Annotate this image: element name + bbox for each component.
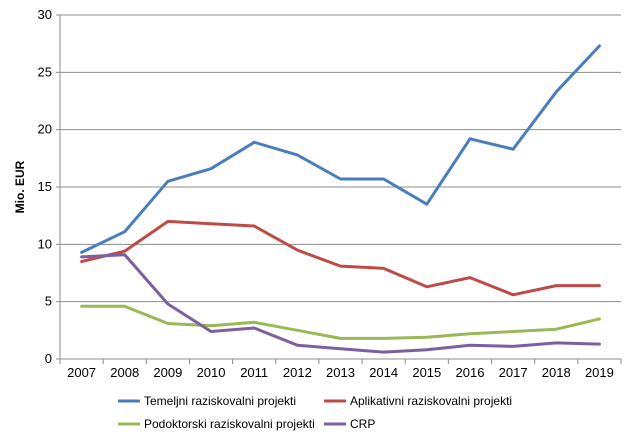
y-tick-label: 30 — [38, 7, 52, 22]
y-axis-title: Mio. EUR — [13, 160, 27, 213]
series-line-3 — [80, 304, 601, 340]
x-tick-label: 2008 — [110, 365, 139, 380]
y-tick-label: 5 — [45, 294, 52, 309]
y-tick-label: 0 — [45, 351, 52, 366]
x-tick-label: 2013 — [326, 365, 355, 380]
x-tick-label: 2010 — [197, 365, 226, 380]
x-tick-label: 2012 — [283, 365, 312, 380]
x-tick-label: 2014 — [369, 365, 398, 380]
y-tick-label: 25 — [38, 64, 52, 79]
x-tick-label: 2011 — [240, 365, 268, 380]
series-lines — [80, 44, 601, 354]
x-tick-label: 2016 — [456, 365, 485, 380]
legend-label: Aplikativni raziskovalni projekti — [350, 394, 512, 408]
legend-label: Temeljni raziskovalni projekti — [144, 394, 296, 408]
y-tick-label: 20 — [38, 122, 52, 137]
x-tick-label: 2018 — [542, 365, 571, 380]
x-tick-label: 2019 — [585, 365, 614, 380]
y-tick-label: 15 — [38, 179, 52, 194]
legend: Temeljni raziskovalni projekti Aplikativn… — [118, 394, 512, 431]
x-tick-label: 2007 — [67, 365, 96, 380]
x-tick-label: 2017 — [499, 365, 528, 380]
x-tick-label: 2009 — [153, 365, 182, 380]
axes: 0 5 10 15 20 25 30 2007 2008 2009 2010 2011 2012 2013… — [38, 7, 622, 380]
legend-label: CRP — [350, 417, 375, 431]
gridlines — [60, 14, 621, 303]
series-line-1 — [80, 44, 601, 254]
series-line-2 — [80, 219, 601, 297]
series-line-4 — [80, 253, 601, 354]
x-tick-label: 2015 — [412, 365, 441, 380]
y-tick-label: 10 — [38, 236, 52, 251]
legend-label: Podoktorski raziskovalni projekti — [144, 417, 315, 431]
